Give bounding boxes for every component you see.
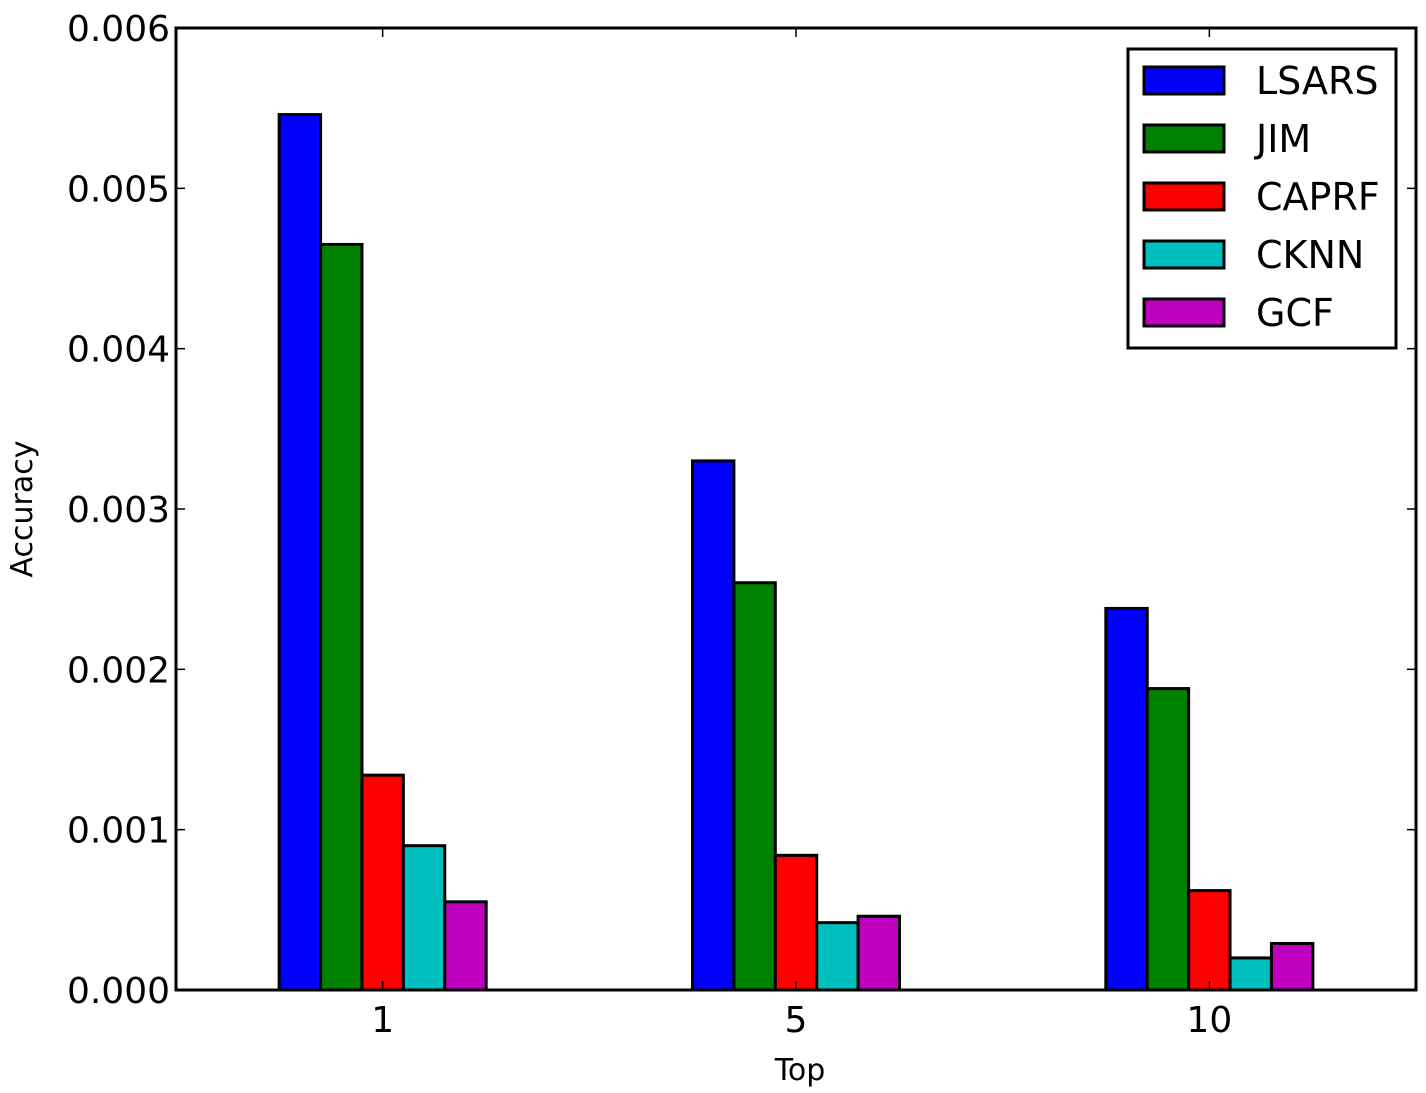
bar-gcf-10 [1269, 942, 1315, 992]
bar-lsars-5 [691, 459, 736, 992]
bar-gcf-5 [856, 914, 901, 992]
y-axis-title: Accuracy [5, 441, 40, 578]
x-tick-label: 5 [785, 1000, 808, 1041]
legend: LSARS JIM CAPRF CKNN GCF [1126, 47, 1398, 350]
bar-caprf-5 [773, 853, 819, 992]
bar-lsars-10 [1104, 606, 1149, 992]
bar-gcf-1 [443, 900, 488, 992]
legend-label-cknn: CKNN [1256, 233, 1364, 277]
ticks-group: 0.000 0.001 0.002 0.003 0.004 0.005 0.006 1 5 10 [67, 9, 1416, 1041]
y-tick-label: 0.004 [67, 330, 170, 371]
bar-lsars-1 [277, 113, 323, 992]
legend-swatch-caprf [1142, 181, 1226, 212]
legend-swatch-jim [1142, 123, 1226, 154]
bar-cknn-10 [1228, 956, 1273, 992]
x-tick-label: 1 [371, 1000, 394, 1041]
x-tick-label: 10 [1186, 1000, 1232, 1041]
y-tick-label: 0.006 [67, 9, 170, 50]
legend-label-gcf: GCF [1256, 291, 1334, 335]
legend-label-caprf: CAPRF [1256, 175, 1380, 219]
legend-swatch-cknn [1142, 239, 1226, 270]
bar-cknn-5 [815, 921, 860, 992]
legend-label-lsars: LSARS [1256, 59, 1379, 103]
legend-swatch-gcf [1142, 297, 1226, 328]
plot-frame [174, 26, 1418, 992]
y-tick-label: 0.000 [67, 971, 170, 1012]
bar-jim-10 [1145, 687, 1191, 992]
y-tick-label: 0.003 [67, 490, 170, 531]
y-tick-label: 0.005 [67, 169, 170, 210]
legend-label-jim: JIM [1254, 117, 1311, 161]
y-tick-label: 0.001 [67, 811, 170, 852]
bar-jim-1 [319, 242, 364, 992]
bar-jim-5 [732, 581, 777, 992]
bars-group [277, 113, 1315, 992]
bar-cknn-1 [401, 844, 447, 992]
y-tick-label: 0.002 [67, 650, 170, 691]
x-axis-title: Top [774, 1053, 826, 1088]
bar-caprf-10 [1187, 889, 1232, 992]
legend-swatch-lsars [1142, 65, 1226, 96]
bar-caprf-1 [360, 773, 405, 992]
